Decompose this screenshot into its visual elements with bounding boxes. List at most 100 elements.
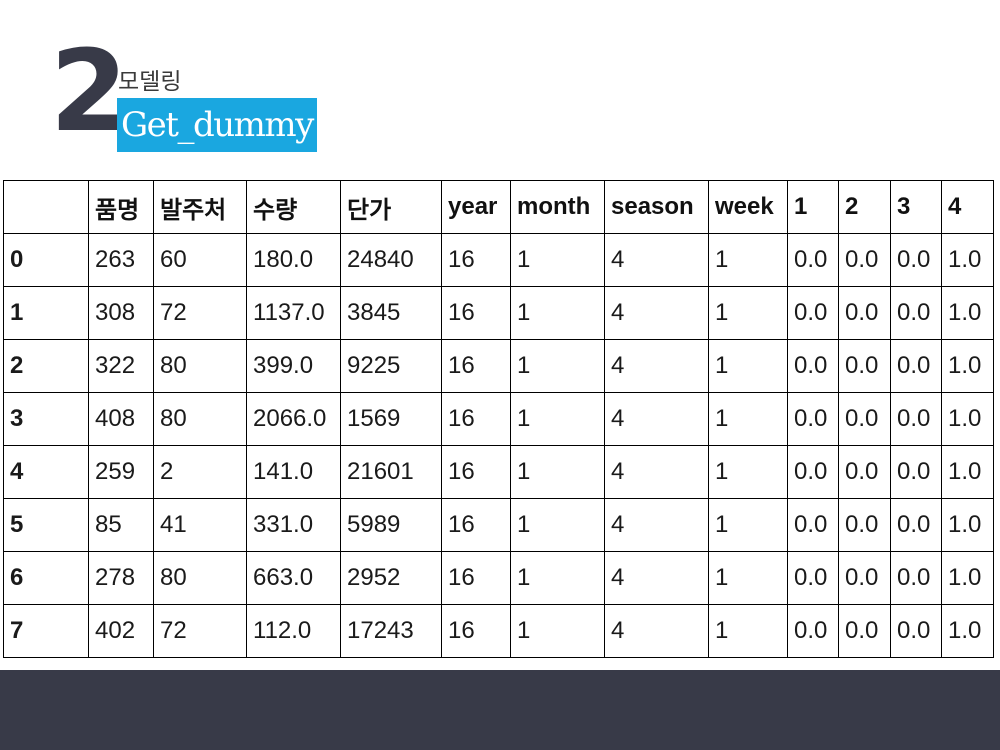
table-cell: 399.0 <box>246 339 341 393</box>
table-cell: 0.0 <box>838 498 891 552</box>
table-cell: 1 <box>510 498 605 552</box>
table-cell: 21601 <box>340 445 442 499</box>
table-cell: 1 <box>510 445 605 499</box>
table-cell: 16 <box>441 445 511 499</box>
table-cell: 60 <box>153 233 247 287</box>
table-cell: 41 <box>153 498 247 552</box>
column-header: month <box>510 180 605 234</box>
row-index: 7 <box>3 604 89 658</box>
table-cell: 308 <box>88 286 154 340</box>
table-cell: 16 <box>441 604 511 658</box>
table-cell: 16 <box>441 392 511 446</box>
table-cell: 0.0 <box>787 551 839 605</box>
table-cell: 1.0 <box>941 604 994 658</box>
table-cell: 1 <box>510 392 605 446</box>
table-cell: 0.0 <box>890 551 942 605</box>
table-row: 6 278 80 663.0 2952 16 1 4 1 0.0 0.0 0.0 1.0 <box>3 551 994 605</box>
table-cell: 2066.0 <box>246 392 341 446</box>
table-cell: 1137.0 <box>246 286 341 340</box>
table-cell: 0.0 <box>787 233 839 287</box>
table-cell: 1 <box>708 339 788 393</box>
table-cell: 1 <box>510 339 605 393</box>
table-cell: 0.0 <box>890 339 942 393</box>
table-header-row: 품명 발주처 수량 단가 year month season week 1 2 … <box>3 180 994 234</box>
table-cell: 72 <box>153 286 247 340</box>
column-header: 3 <box>890 180 942 234</box>
table-cell: 4 <box>604 445 709 499</box>
table-cell: 0.0 <box>787 392 839 446</box>
table-cell: 263 <box>88 233 154 287</box>
table-cell: 0.0 <box>890 233 942 287</box>
column-header <box>3 180 89 234</box>
table-cell: 180.0 <box>246 233 341 287</box>
table-cell: 408 <box>88 392 154 446</box>
table-cell: 1 <box>708 604 788 658</box>
table-cell: 1.0 <box>941 286 994 340</box>
table-cell: 16 <box>441 233 511 287</box>
dataframe-table: 품명 발주처 수량 단가 year month season week 1 2 … <box>3 180 994 658</box>
table-cell: 0.0 <box>838 233 891 287</box>
table-cell: 1.0 <box>941 551 994 605</box>
table-cell: 85 <box>88 498 154 552</box>
table-cell: 4 <box>604 392 709 446</box>
row-index: 5 <box>3 498 89 552</box>
table-row: 5 85 41 331.0 5989 16 1 4 1 0.0 0.0 0.0 1.0 <box>3 498 994 552</box>
table-cell: 1.0 <box>941 233 994 287</box>
section-subtitle: 모델링 <box>118 69 182 95</box>
table-cell: 0.0 <box>838 286 891 340</box>
table-cell: 0.0 <box>787 604 839 658</box>
table-cell: 1 <box>708 233 788 287</box>
table-cell: 4 <box>604 604 709 658</box>
table-cell: 0.0 <box>787 339 839 393</box>
table-cell: 16 <box>441 286 511 340</box>
table-cell: 4 <box>604 286 709 340</box>
table-cell: 1 <box>708 445 788 499</box>
table-cell: 0.0 <box>787 498 839 552</box>
dataframe-container: 품명 발주처 수량 단가 year month season week 1 2 … <box>3 180 999 670</box>
table-row: 7 402 72 112.0 17243 16 1 4 1 0.0 0.0 0.0 1.0 <box>3 604 994 658</box>
table-cell: 0.0 <box>890 498 942 552</box>
table-cell: 4 <box>604 233 709 287</box>
column-header: 수량 <box>246 180 341 234</box>
table-cell: 0.0 <box>838 551 891 605</box>
section-title: Get_dummy <box>117 98 317 152</box>
table-cell: 0.0 <box>838 604 891 658</box>
column-header: year <box>441 180 511 234</box>
table-cell: 4 <box>604 498 709 552</box>
table-cell: 0.0 <box>787 445 839 499</box>
table-cell: 80 <box>153 551 247 605</box>
table-cell: 4 <box>604 551 709 605</box>
table-cell: 1 <box>708 498 788 552</box>
table-cell: 278 <box>88 551 154 605</box>
table-cell: 3845 <box>340 286 442 340</box>
table-cell: 1.0 <box>941 498 994 552</box>
table-cell: 0.0 <box>787 286 839 340</box>
table-cell: 141.0 <box>246 445 341 499</box>
table-cell: 1 <box>708 286 788 340</box>
column-header: 발주처 <box>153 180 247 234</box>
table-cell: 72 <box>153 604 247 658</box>
table-cell: 331.0 <box>246 498 341 552</box>
column-header: 품명 <box>88 180 154 234</box>
column-header: 4 <box>941 180 994 234</box>
table-cell: 1 <box>708 551 788 605</box>
table-cell: 16 <box>441 498 511 552</box>
table-cell: 663.0 <box>246 551 341 605</box>
row-index: 2 <box>3 339 89 393</box>
table-cell: 0.0 <box>890 286 942 340</box>
table-row: 4 259 2 141.0 21601 16 1 4 1 0.0 0.0 0.0 1.0 <box>3 445 994 499</box>
table-cell: 2 <box>153 445 247 499</box>
row-index: 0 <box>3 233 89 287</box>
table-cell: 1 <box>510 604 605 658</box>
table-cell: 1 <box>510 551 605 605</box>
table-body: 0 263 60 180.0 24840 16 1 4 1 0.0 0.0 0.0 1.0 1 308 72 1… <box>3 233 994 658</box>
table-cell: 2952 <box>340 551 442 605</box>
table-row: 0 263 60 180.0 24840 16 1 4 1 0.0 0.0 0.0 1.0 <box>3 233 994 287</box>
table-cell: 1.0 <box>941 339 994 393</box>
table-cell: 1 <box>510 286 605 340</box>
column-header: 단가 <box>340 180 442 234</box>
table-cell: 17243 <box>340 604 442 658</box>
table-cell: 1.0 <box>941 445 994 499</box>
table-cell: 0.0 <box>838 392 891 446</box>
section-number: 2 <box>50 27 128 157</box>
